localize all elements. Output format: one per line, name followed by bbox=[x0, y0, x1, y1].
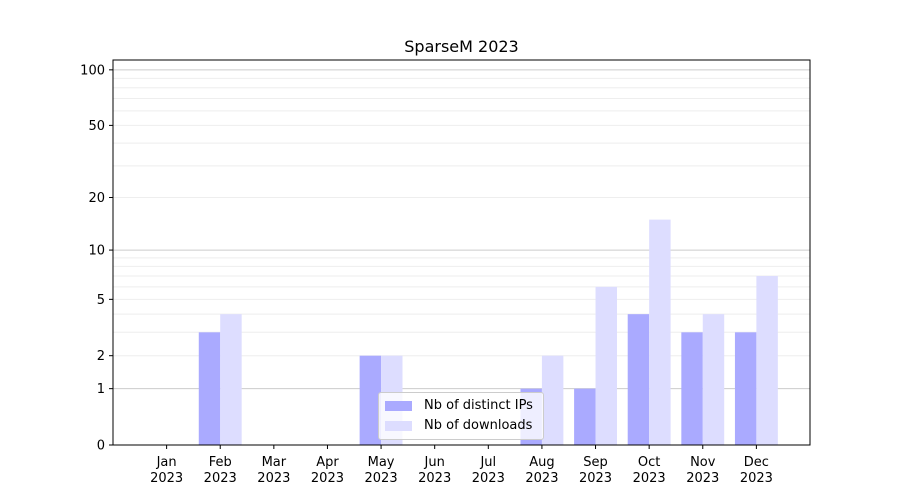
bar-downloads bbox=[595, 286, 617, 445]
x-tick-label: 2023 bbox=[311, 471, 344, 486]
bar-downloads bbox=[541, 355, 564, 445]
x-tick-label: 2023 bbox=[365, 471, 398, 486]
legend-item-downloads: Nb of downloads bbox=[385, 418, 532, 433]
x-tick-label: Apr bbox=[316, 455, 339, 470]
x-tick-label: Jul bbox=[479, 455, 496, 470]
bar-downloads bbox=[756, 275, 778, 445]
x-tick-label: 2023 bbox=[633, 471, 666, 486]
bar-ips bbox=[681, 332, 703, 445]
y-tick-label: 1 bbox=[97, 382, 105, 397]
x-tick-label: Mar bbox=[262, 455, 287, 470]
x-tick-label: 2023 bbox=[418, 471, 451, 486]
x-tick-label: Oct bbox=[638, 455, 660, 470]
x-tick-label: 2023 bbox=[472, 471, 505, 486]
y-tick-label: 0 bbox=[97, 439, 105, 454]
x-tick-label: Nov bbox=[690, 455, 716, 470]
bar-ips bbox=[734, 332, 757, 445]
x-tick-label: May bbox=[368, 455, 395, 470]
y-tick-label: 2 bbox=[97, 349, 105, 364]
x-tick-label: Aug bbox=[529, 455, 554, 470]
x-tick-label: 2023 bbox=[686, 471, 719, 486]
bar-ips bbox=[627, 314, 650, 445]
x-tick-label: 2023 bbox=[525, 471, 558, 486]
x-tick-label: Feb bbox=[209, 455, 232, 470]
x-tick-label: Sep bbox=[583, 455, 608, 470]
bar-ips bbox=[359, 355, 382, 445]
bar-downloads bbox=[702, 314, 725, 445]
bar-ips bbox=[198, 332, 221, 445]
legend-label: Nb of distinct IPs bbox=[424, 398, 533, 413]
chart-title: SparseM 2023 bbox=[404, 37, 518, 56]
x-tick-label: 2023 bbox=[150, 471, 183, 486]
x-tick-label: Jun bbox=[424, 455, 445, 470]
x-tick-label: 2023 bbox=[579, 471, 612, 486]
y-tick-label: 100 bbox=[80, 63, 105, 78]
x-tick-label: Dec bbox=[744, 455, 769, 470]
legend-item-ips: Nb of distinct IPs bbox=[385, 398, 533, 413]
legend-swatch bbox=[385, 400, 412, 411]
bar-downloads bbox=[649, 219, 671, 445]
y-tick-label: 20 bbox=[88, 191, 105, 206]
x-tick-label: 2023 bbox=[204, 471, 237, 486]
legend-swatch bbox=[385, 420, 412, 431]
x-tick-label: 2023 bbox=[257, 471, 290, 486]
legend: Nb of distinct IPs Nb of downloads bbox=[378, 392, 544, 440]
y-tick-label: 50 bbox=[88, 119, 105, 134]
y-tick-label: 10 bbox=[88, 244, 105, 259]
legend-label: Nb of downloads bbox=[424, 418, 533, 433]
plot-frame bbox=[112, 59, 811, 446]
y-tick-label: 5 bbox=[97, 293, 105, 308]
x-tick-label: Jan bbox=[156, 455, 177, 470]
bar-downloads bbox=[220, 314, 242, 445]
bar-ips bbox=[574, 388, 596, 445]
x-tick-label: 2023 bbox=[740, 471, 773, 486]
